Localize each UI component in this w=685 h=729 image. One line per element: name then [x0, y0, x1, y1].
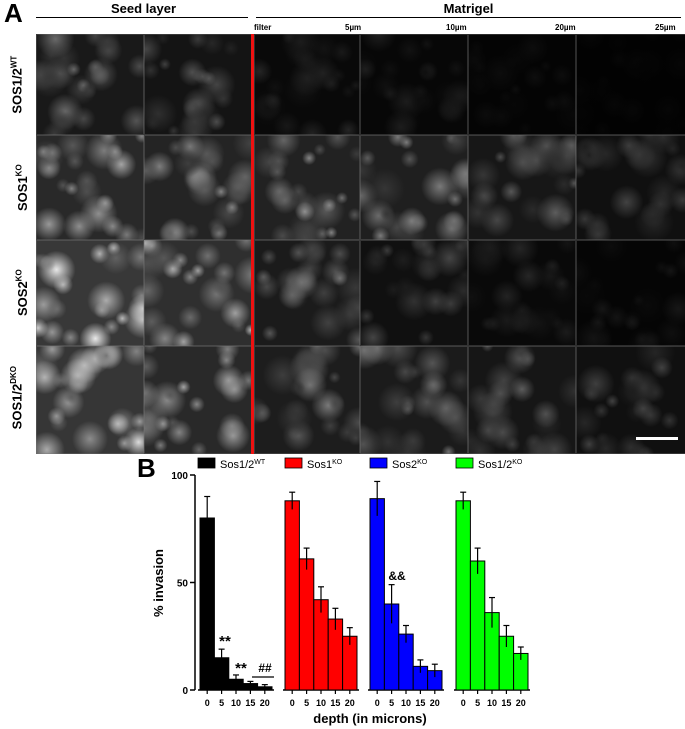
- micrograph-tile: [360, 135, 468, 240]
- micrograph-tile: [360, 34, 468, 135]
- annotation-wt-10-15: **: [235, 660, 247, 677]
- x-tick-label: 0: [290, 698, 295, 708]
- x-tick-label: 20: [345, 698, 355, 708]
- micrograph-tile: [36, 135, 144, 240]
- legend-swatch: [369, 457, 388, 469]
- x-tick-label: 10: [487, 698, 497, 708]
- x-tick-label: 20: [260, 698, 270, 708]
- micrograph-tile: [468, 240, 576, 346]
- micrograph-tile: [576, 135, 685, 240]
- x-tick-label: 10: [231, 698, 241, 708]
- micrograph-tile: [144, 34, 254, 135]
- annotation-wt-5: **: [219, 633, 231, 650]
- legend-label: Sos1KO: [307, 459, 343, 471]
- seed-matrigel-divider: [251, 34, 254, 454]
- micrograph-tile: [468, 34, 576, 135]
- bar: [199, 517, 215, 691]
- x-tick-label: 15: [501, 698, 511, 708]
- micrograph-tile: [36, 240, 144, 346]
- legend-label: Sos1/2KO: [478, 459, 523, 471]
- bar: [455, 500, 471, 691]
- x-tick-label: 5: [475, 698, 480, 708]
- x-tick-label: 10: [401, 698, 411, 708]
- x-tick-label: 0: [205, 698, 210, 708]
- x-tick-label: 15: [415, 698, 425, 708]
- micrograph-tile: [576, 34, 685, 135]
- x-tick-label: 0: [375, 698, 380, 708]
- annotation-wt-20: ##: [258, 661, 272, 675]
- micrograph-tile: [468, 135, 576, 240]
- micrograph-tile: [254, 135, 360, 240]
- x-tick-label: 10: [316, 698, 326, 708]
- micrograph-tile: [144, 346, 254, 454]
- x-tick-label: 5: [389, 698, 394, 708]
- significance-annotations: ** ** ## &&: [219, 569, 406, 677]
- matrigel-underline: [256, 17, 681, 18]
- bar: [313, 599, 329, 691]
- legend: Sos1/2WT Sos1KO Sos2KO Sos1/2KO: [197, 457, 523, 471]
- bar: [298, 558, 315, 691]
- micrograph-tile: [576, 240, 685, 346]
- micrograph-tile: [254, 34, 360, 135]
- y-tick-label: 50: [177, 579, 189, 590]
- depth-label-25um: 25µm: [655, 23, 676, 32]
- legend-swatch: [455, 457, 474, 469]
- x-tick-label: 0: [461, 698, 466, 708]
- y-tick-label: 0: [182, 686, 188, 697]
- x-tick-label: 15: [330, 698, 340, 708]
- seed-layer-header: Seed layer: [110, 1, 177, 16]
- legend-swatch: [284, 457, 303, 469]
- x-tick-label: 5: [219, 698, 224, 708]
- panel-b-label: B: [137, 453, 156, 483]
- legend-label: Sos1/2WT: [220, 459, 266, 471]
- scale-bar: [636, 437, 678, 440]
- micrograph-tile: [254, 346, 360, 454]
- y-axis-title: % invasion: [151, 549, 166, 617]
- x-tick-label: 5: [304, 698, 309, 708]
- legend-swatch: [197, 457, 216, 469]
- legend-label: Sos2KO: [392, 459, 428, 471]
- depth-label-20um: 20µm: [555, 23, 576, 32]
- micrograph-tile: [576, 346, 685, 454]
- depth-label-filter: filter: [254, 23, 272, 32]
- chart-bars: [199, 480, 529, 691]
- micrograph-grid: [36, 34, 685, 454]
- annotation-sos2-5: &&: [388, 569, 406, 583]
- y-tick-label: 100: [171, 471, 188, 482]
- x-tick-label: 15: [245, 698, 255, 708]
- seed-layer-underline: [36, 17, 248, 18]
- matrigel-header: Matrigel: [443, 1, 494, 16]
- micrograph-tile: [36, 346, 144, 454]
- depth-label-5um: 5µm: [345, 23, 362, 32]
- micrograph-tile: [468, 346, 576, 454]
- x-axis-title: depth (in microns): [313, 711, 426, 726]
- micrograph-tile: [360, 346, 468, 454]
- depth-label-10um: 10µm: [446, 23, 467, 32]
- micrograph-tile: [144, 135, 254, 240]
- micrograph-tile: [360, 240, 468, 346]
- micrograph-tile: [254, 240, 360, 346]
- bar: [469, 560, 486, 691]
- panel-a-label: A: [4, 0, 23, 28]
- x-tick-label: 20: [516, 698, 526, 708]
- micrograph-tile: [144, 240, 254, 346]
- bar: [369, 498, 385, 691]
- x-tick-label: 20: [430, 698, 440, 708]
- bar: [284, 500, 300, 691]
- micrograph-tile: [36, 34, 144, 135]
